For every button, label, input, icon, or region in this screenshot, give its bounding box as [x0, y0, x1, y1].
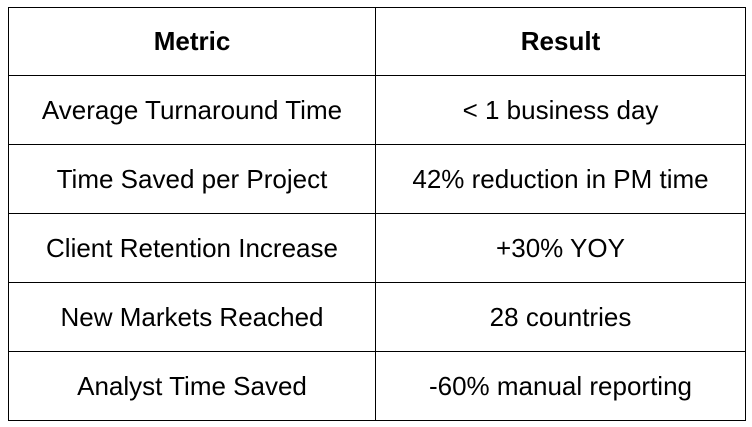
header-cell: Result: [375, 7, 746, 76]
metric-cell: Analyst Time Saved: [8, 351, 376, 421]
result-cell: +30% YOY: [375, 213, 746, 283]
table-row: Analyst Time Saved -60% manual reporting: [8, 351, 746, 421]
metric-cell: Average Turnaround Time: [8, 75, 376, 145]
metric-cell: Time Saved per Project: [8, 144, 376, 214]
table-row: Time Saved per Project 42% reduction in P…: [8, 144, 746, 214]
result-cell: 28 countries: [375, 282, 746, 352]
result-cell: 42% reduction in PM time: [375, 144, 746, 214]
result-cell: -60% manual reporting: [375, 351, 746, 421]
header-row: Metric Result: [8, 7, 746, 76]
table-row: New Markets Reached 28 countries: [8, 282, 746, 352]
table-row: Average Turnaround Time < 1 business day: [8, 75, 746, 145]
table-body: Average Turnaround Time < 1 business day T…: [8, 75, 746, 421]
metric-cell: New Markets Reached: [8, 282, 376, 352]
header-cell: Metric: [8, 7, 376, 76]
table-header: Metric Result: [8, 7, 746, 76]
table-row: Client Retention Increase +30% YOY: [8, 213, 746, 283]
metric-cell: Client Retention Increase: [8, 213, 376, 283]
result-cell: < 1 business day: [375, 75, 746, 145]
results-table: Metric Result Average Turnaround Time < 1 …: [8, 7, 746, 421]
